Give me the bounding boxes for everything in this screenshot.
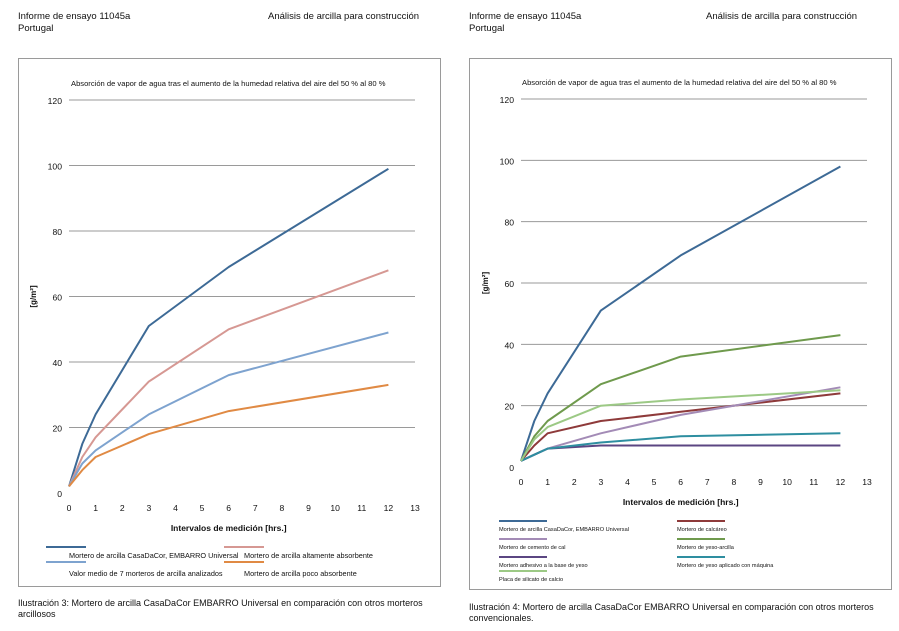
x-tick-label: 3	[146, 503, 151, 513]
y-tick-label: 60	[504, 279, 514, 289]
y-tick-label: 80	[504, 218, 514, 228]
y-tick-label: 120	[500, 95, 515, 105]
x-tick-label: 4	[625, 477, 630, 487]
chart-frame-right: Absorción de vapor de agua tras el aumen…	[469, 58, 892, 590]
x-tick-label: 10	[782, 477, 792, 487]
x-tick-label: 4	[173, 503, 178, 513]
x-tick-label: 0	[519, 477, 524, 487]
legend-label: Valor medio de 7 morteros de arcilla ana…	[69, 569, 223, 578]
x-tick-label: 7	[705, 477, 710, 487]
legend-label: Placa de silicato de calcio	[499, 577, 564, 583]
y-tick-label: 20	[504, 402, 514, 412]
y-tick-label: 100	[48, 162, 63, 172]
x-tick-label: 0	[67, 503, 72, 513]
legend-label: Mortero de arcilla CasaDaCor, EMBARRO Un…	[69, 551, 239, 560]
y-axis-label: [g/m²]	[481, 272, 490, 295]
legend-label: Mortero de arcilla CasaDaCor, EMBARRO Un…	[499, 527, 629, 533]
x-tick-label: 6	[226, 503, 231, 513]
chart-title: Absorción de vapor de agua tras el aumen…	[71, 79, 386, 88]
x-tick-label: 13	[410, 503, 420, 513]
x-tick-label: 8	[280, 503, 285, 513]
x-tick-label: 11	[357, 503, 366, 513]
x-tick-label: 1	[93, 503, 98, 513]
series-line	[68, 269, 389, 487]
series-line	[68, 331, 389, 487]
y-tick-label: 100	[500, 156, 515, 166]
x-tick-label: 5	[200, 503, 205, 513]
x-tick-label: 6	[678, 477, 683, 487]
caption-left: Ilustración 3: Mortero de arcilla CasaDa…	[18, 598, 423, 619]
series-line	[520, 165, 841, 462]
legend-swatch	[677, 556, 725, 558]
series-line	[520, 444, 841, 462]
header-subject-right: Análisis de arcilla para construcción	[706, 11, 858, 22]
series-line	[520, 432, 841, 462]
legend-swatch	[46, 561, 86, 563]
legend-swatch	[499, 538, 547, 540]
header-report-right: Informe de ensayo 11045a	[469, 11, 582, 22]
legend-swatch	[677, 538, 725, 540]
chart-frame-left: Absorción de vapor de agua tras el aumen…	[18, 58, 441, 587]
series-line	[520, 334, 841, 462]
legend-label: Mortero de arcilla altamente absorbente	[244, 551, 373, 560]
legend-swatch	[46, 546, 86, 548]
x-tick-label: 13	[862, 477, 872, 487]
caption-right: Ilustración 4: Mortero de arcilla CasaDa…	[469, 602, 874, 623]
header-subject-left: Análisis de arcilla para construcción	[268, 11, 420, 22]
x-tick-label: 7	[253, 503, 258, 513]
legend-label: Mortero de calcáreo	[677, 527, 727, 533]
y-axis-label: [g/m²]	[29, 285, 38, 308]
legend-label: Mortero adhesivo a la base de yeso	[499, 563, 588, 569]
legend-label: Mortero de arcilla poco absorbente	[244, 569, 357, 578]
header-country-right: Portugal	[469, 23, 505, 34]
x-tick-label: 1	[545, 477, 550, 487]
series-line	[68, 383, 389, 488]
y-tick-label: 40	[52, 358, 62, 368]
x-axis-label: Intervalos de medición [hrs.]	[171, 523, 287, 533]
x-axis-label: Intervalos de medición [hrs.]	[623, 497, 739, 507]
y-tick-label: 40	[504, 340, 514, 350]
legend-label: Mortero de cemento de cal	[499, 545, 566, 551]
legend-swatch	[224, 546, 264, 548]
legend-swatch	[677, 520, 725, 522]
x-tick-label: 10	[330, 503, 340, 513]
legend-label: Mortero de yeso aplicado con máquina	[677, 563, 774, 569]
x-tick-label: 2	[572, 477, 577, 487]
x-tick-label: 2	[120, 503, 125, 513]
x-tick-label: 8	[732, 477, 737, 487]
legend-swatch	[499, 520, 547, 522]
header-report-left: Informe de ensayo 11045a	[18, 11, 131, 22]
x-tick-label: 12	[836, 477, 846, 487]
chart-title: Absorción de vapor de agua tras el aumen…	[522, 78, 837, 87]
x-tick-label: 9	[758, 477, 763, 487]
y-tick-label: 120	[48, 96, 63, 106]
y-tick-label: 0	[509, 463, 514, 473]
chart-right: Absorción de vapor de agua tras el aumen…	[481, 78, 872, 507]
legend-swatch	[499, 556, 547, 558]
x-tick-label: 11	[809, 477, 818, 487]
x-tick-label: 9	[306, 503, 311, 513]
legend-label: Mortero de yeso-arcilla	[677, 545, 734, 551]
y-tick-label: 0	[57, 489, 62, 499]
legend-swatch	[224, 561, 264, 563]
y-tick-label: 80	[52, 227, 62, 237]
x-tick-label: 12	[384, 503, 394, 513]
series-line	[520, 392, 841, 462]
header-country-left: Portugal	[18, 23, 54, 34]
series-line	[68, 167, 389, 487]
y-tick-label: 20	[52, 424, 62, 434]
x-tick-label: 5	[652, 477, 657, 487]
chart-left: Absorción de vapor de agua tras el aumen…	[29, 79, 420, 533]
series-line	[520, 389, 841, 462]
x-tick-label: 3	[598, 477, 603, 487]
y-tick-label: 60	[52, 293, 62, 303]
legend-swatch	[499, 570, 547, 572]
